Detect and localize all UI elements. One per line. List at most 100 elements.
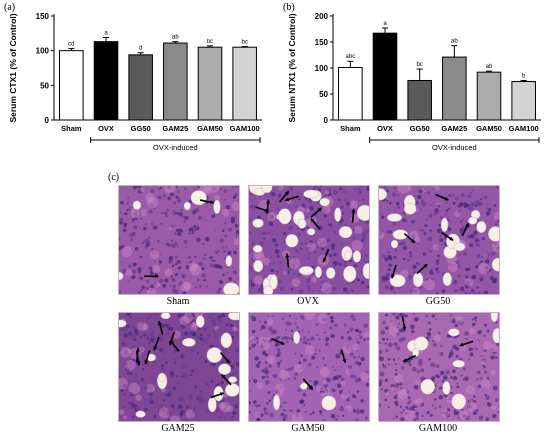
nucleus <box>120 221 123 224</box>
nucleus <box>249 204 253 209</box>
nucleus <box>279 261 282 264</box>
nucleus <box>152 251 156 255</box>
nucleus <box>122 343 127 348</box>
nucleus <box>226 271 229 274</box>
nucleus <box>455 354 459 358</box>
histology-caption-gam25: GAM25 <box>161 423 195 434</box>
nucleus <box>119 326 123 331</box>
significance-letter: bc <box>416 62 422 68</box>
nucleus <box>484 349 487 352</box>
nucleus <box>190 374 193 377</box>
nucleus <box>261 375 265 379</box>
nucleus <box>285 401 287 404</box>
nucleus <box>251 257 257 263</box>
y-tick-label: 50 <box>40 81 49 90</box>
nucleus <box>383 186 387 189</box>
nucleus <box>358 330 362 334</box>
nucleus <box>271 237 277 243</box>
nucleus <box>393 255 397 259</box>
nucleus <box>338 198 341 202</box>
nucleus <box>132 415 135 418</box>
adipocyte <box>225 255 233 267</box>
nucleus <box>213 263 219 269</box>
nucleus <box>159 186 162 190</box>
nucleus <box>382 320 386 325</box>
nucleus <box>235 372 238 375</box>
histology-image-gam50 <box>248 312 370 422</box>
nucleus <box>438 331 441 335</box>
nucleus <box>394 372 398 376</box>
nucleus <box>397 313 400 315</box>
nucleus <box>318 338 321 341</box>
stroma <box>478 262 490 275</box>
adipocyte <box>285 234 299 248</box>
nucleus <box>126 202 129 205</box>
nucleus <box>397 194 400 197</box>
nucleus <box>364 220 367 223</box>
nucleus <box>264 411 266 414</box>
nucleus <box>445 213 448 216</box>
nucleus <box>160 404 163 408</box>
arrow-head <box>402 326 407 331</box>
nucleus <box>193 406 197 410</box>
nucleus <box>407 258 410 262</box>
nucleus <box>233 251 237 255</box>
nucleus <box>413 403 419 408</box>
nucleus <box>486 203 489 206</box>
adipocyte <box>146 353 156 362</box>
nucleus <box>303 336 307 340</box>
nucleus <box>394 363 397 366</box>
nucleus <box>307 257 310 260</box>
nucleus <box>479 202 483 206</box>
nucleus <box>180 364 185 370</box>
nucleus <box>366 336 369 341</box>
nucleus <box>119 237 121 241</box>
nucleus <box>256 340 260 344</box>
nucleus <box>336 383 342 388</box>
nucleus <box>291 263 295 267</box>
nucleus <box>274 243 279 247</box>
nucleus <box>131 345 136 350</box>
nucleus <box>161 350 165 354</box>
nucleus <box>488 268 492 272</box>
nucleus <box>194 255 197 258</box>
nucleus <box>139 348 143 352</box>
stroma <box>254 411 261 418</box>
nucleus <box>454 259 459 265</box>
adipocyte <box>491 257 499 272</box>
stroma <box>262 257 271 266</box>
nucleus <box>475 378 479 381</box>
nucleus <box>298 361 302 365</box>
nucleus <box>396 346 401 351</box>
nucleus <box>140 335 142 338</box>
nucleus <box>257 361 261 365</box>
nucleus <box>221 229 225 233</box>
nucleus <box>136 406 141 411</box>
bar-gam25 <box>442 56 467 121</box>
nucleus <box>141 241 145 245</box>
adipocyte <box>451 393 467 410</box>
nucleus <box>397 206 401 209</box>
nucleus <box>131 326 134 329</box>
nucleus <box>321 240 326 245</box>
nucleus <box>457 205 461 208</box>
nucleus <box>126 208 129 211</box>
stroma <box>489 343 499 353</box>
nucleus <box>342 190 346 193</box>
nucleus <box>367 378 369 381</box>
nucleus <box>348 370 354 375</box>
nucleus <box>212 199 215 202</box>
nucleus <box>188 394 193 400</box>
nucleus <box>271 191 276 197</box>
y-tick-label: 50 <box>319 90 328 99</box>
stroma <box>433 334 441 342</box>
nucleus <box>394 342 399 347</box>
histology-image-ovx <box>248 185 370 295</box>
panel-label-c: (c) <box>108 172 120 183</box>
bar-ovx <box>93 41 119 121</box>
nucleus <box>201 267 205 271</box>
nucleus <box>485 252 490 258</box>
nucleus <box>261 351 267 356</box>
nucleus <box>176 245 179 248</box>
nucleus <box>398 242 402 246</box>
